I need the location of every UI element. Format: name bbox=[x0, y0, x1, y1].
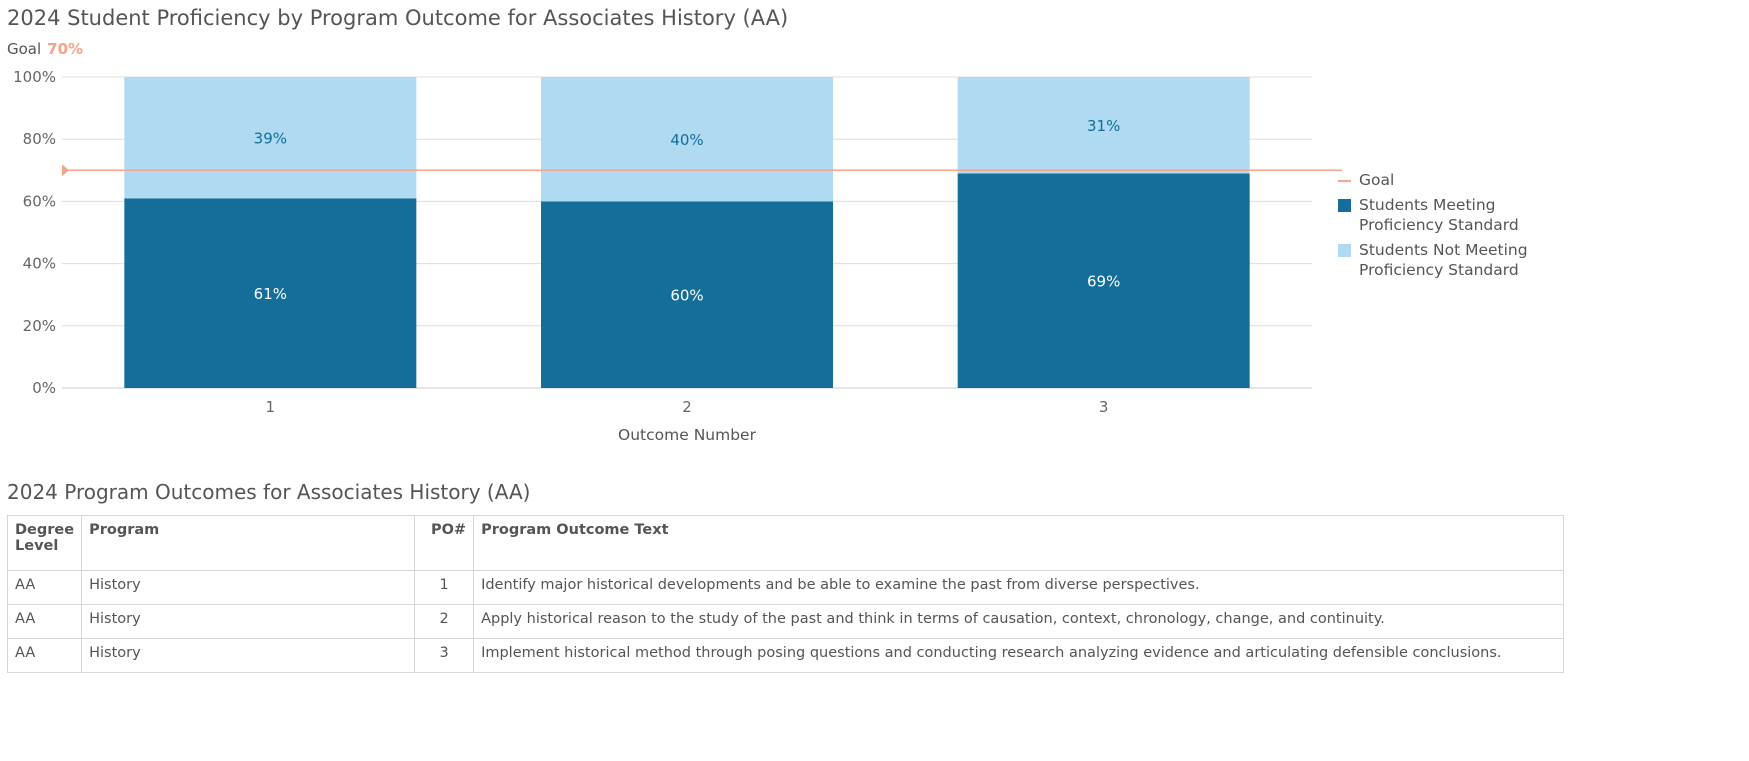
y-tick-label: 100% bbox=[13, 68, 56, 86]
cell-po: 2 bbox=[414, 604, 475, 639]
cell-po: 1 bbox=[414, 570, 475, 605]
bar-segment bbox=[541, 201, 833, 388]
x-axis-title: Outcome Number bbox=[618, 426, 757, 444]
y-tick-label: 80% bbox=[23, 130, 56, 148]
stacked-bar-chart: 0% 20% 40% 60% 80% 100% 61% 39% 1 60% 40% 2 69% 31% 3 O… bbox=[13, 68, 1342, 444]
bar-segment bbox=[124, 198, 417, 388]
bar-segment bbox=[957, 173, 1250, 388]
data-label: 40% bbox=[670, 131, 703, 149]
legend-label: Students Not Meeting Proficiency Standar… bbox=[1359, 241, 1528, 279]
cell-text: Apply historical reason to the study of … bbox=[473, 604, 1564, 639]
cell-text: Implement historical method through posi… bbox=[473, 638, 1564, 673]
data-label: 39% bbox=[254, 130, 287, 148]
table-title: 2024 Program Outcomes for Associates His… bbox=[7, 480, 531, 504]
header-degree-level: Degree Level bbox=[6, 515, 83, 571]
table-header-row: Degree Level Program PO# Program Outcome… bbox=[6, 515, 1564, 571]
chart-title: 2024 Student Proficiency by Program Outc… bbox=[7, 6, 789, 30]
cell-text: Identify major historical developments a… bbox=[473, 570, 1564, 605]
bar-segment bbox=[957, 77, 1250, 174]
legend-label: Students Meeting Proficiency Standard bbox=[1359, 196, 1519, 234]
cell-program: History bbox=[81, 604, 416, 639]
y-tick-label: 60% bbox=[23, 192, 56, 210]
header-po-number: PO# bbox=[414, 515, 475, 571]
data-label: 61% bbox=[254, 285, 287, 303]
bar-segment bbox=[124, 77, 417, 199]
y-tick-label: 40% bbox=[23, 255, 56, 273]
goal-label: Goal bbox=[7, 40, 42, 58]
data-label: 69% bbox=[1087, 273, 1120, 291]
cell-po: 3 bbox=[414, 638, 475, 673]
cell-degree: AA bbox=[6, 638, 83, 673]
x-tick-label: 1 bbox=[266, 398, 276, 416]
table-row: AA History 2 Apply historical reason to the… bbox=[6, 604, 1564, 639]
x-tick-label: 2 bbox=[682, 398, 692, 416]
legend-item-not-meeting[interactable]: Students Not Meeting Proficiency Standar… bbox=[1338, 240, 1539, 280]
data-label: 31% bbox=[1087, 117, 1120, 135]
y-tick-label: 0% bbox=[32, 379, 56, 397]
x-tick-label: 3 bbox=[1099, 398, 1109, 416]
cell-degree: AA bbox=[6, 570, 83, 605]
bar-segment bbox=[541, 77, 833, 202]
goal-readout: Goal 70% bbox=[7, 40, 83, 58]
header-outcome-text: Program Outcome Text bbox=[473, 515, 1564, 571]
data-label: 60% bbox=[670, 287, 703, 305]
cell-program: History bbox=[81, 570, 416, 605]
y-tick-label: 20% bbox=[23, 317, 56, 335]
meeting-swatch bbox=[1338, 199, 1351, 212]
header-program: Program bbox=[81, 515, 416, 571]
goal-value: 70% bbox=[47, 40, 84, 58]
table-row: AA History 3 Implement historical method th… bbox=[6, 638, 1564, 673]
cell-program: History bbox=[81, 638, 416, 673]
table-row: AA History 1 Identify major historical deve… bbox=[6, 570, 1564, 605]
goal-marker-icon bbox=[62, 164, 69, 177]
legend-item-meeting[interactable]: Students Meeting Proficiency Standard bbox=[1338, 195, 1539, 235]
chart-legend: Goal Students Meeting Proficiency Standa… bbox=[1338, 170, 1539, 285]
not-meeting-swatch bbox=[1338, 244, 1351, 257]
program-outcomes-table: Degree Level Program PO# Program Outcome… bbox=[6, 515, 1564, 673]
legend-item-goal[interactable]: Goal bbox=[1338, 170, 1539, 190]
goal-line-swatch bbox=[1338, 180, 1351, 182]
cell-degree: AA bbox=[6, 604, 83, 639]
legend-label: Goal bbox=[1359, 171, 1395, 189]
